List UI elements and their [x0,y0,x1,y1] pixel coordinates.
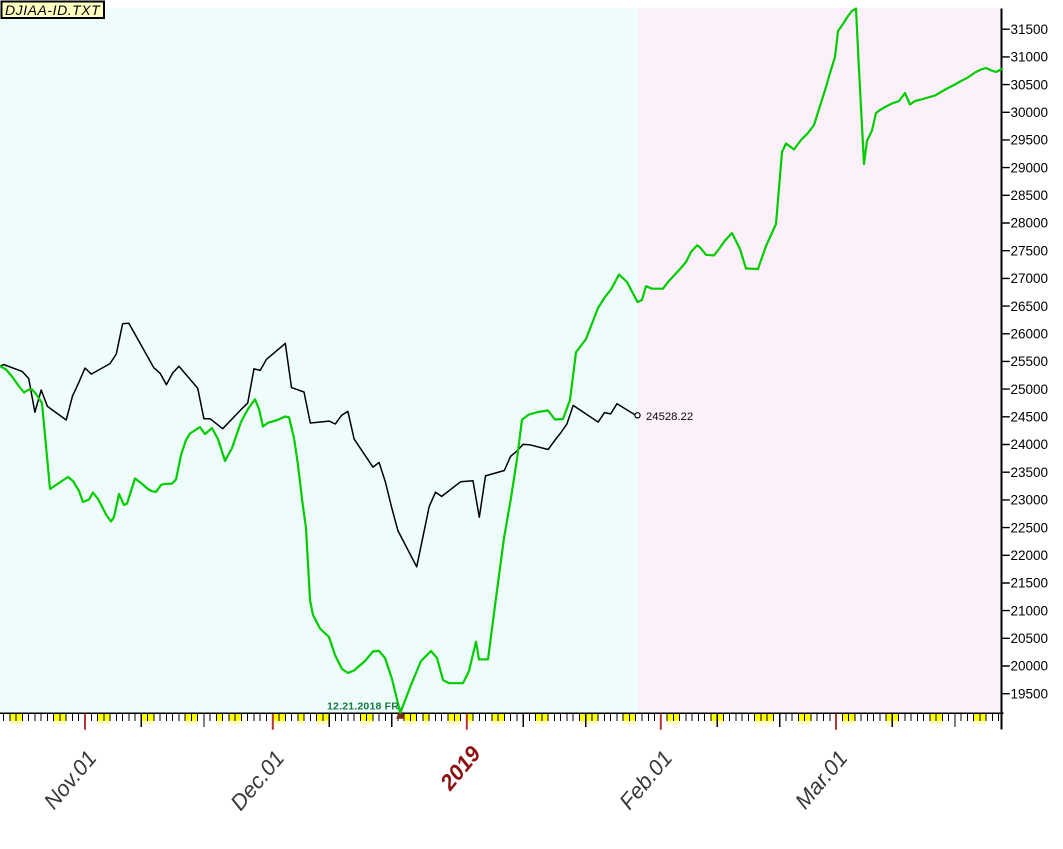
svg-text:21500: 21500 [1011,576,1049,591]
svg-text:29000: 29000 [1011,160,1049,175]
svg-text:20000: 20000 [1011,659,1049,674]
svg-text:28000: 28000 [1011,216,1049,231]
svg-text:30500: 30500 [1011,77,1049,92]
svg-text:27000: 27000 [1011,271,1049,286]
svg-text:30000: 30000 [1011,105,1049,120]
svg-text:28500: 28500 [1011,188,1049,203]
svg-text:29500: 29500 [1011,133,1049,148]
svg-text:23500: 23500 [1011,465,1049,480]
svg-text:26500: 26500 [1011,299,1049,314]
svg-text:20500: 20500 [1011,631,1049,646]
svg-text:24000: 24000 [1011,437,1049,452]
svg-text:31000: 31000 [1011,50,1049,65]
svg-text:22000: 22000 [1011,548,1049,563]
svg-text:19500: 19500 [1011,686,1049,701]
svg-text:12.21.2018 FR: 12.21.2018 FR [327,701,399,713]
svg-text:21000: 21000 [1011,603,1049,618]
svg-text:24500: 24500 [1011,410,1049,425]
svg-text:25000: 25000 [1011,382,1049,397]
svg-text:31500: 31500 [1011,22,1049,37]
svg-text:24528.22: 24528.22 [646,411,693,423]
svg-text:26000: 26000 [1011,327,1049,342]
svg-text:25500: 25500 [1011,354,1049,369]
svg-text:27500: 27500 [1011,243,1049,258]
svg-text:23000: 23000 [1011,493,1049,508]
svg-text:22500: 22500 [1011,520,1049,535]
svg-text:DJIAA-ID.TXT: DJIAA-ID.TXT [5,2,101,18]
